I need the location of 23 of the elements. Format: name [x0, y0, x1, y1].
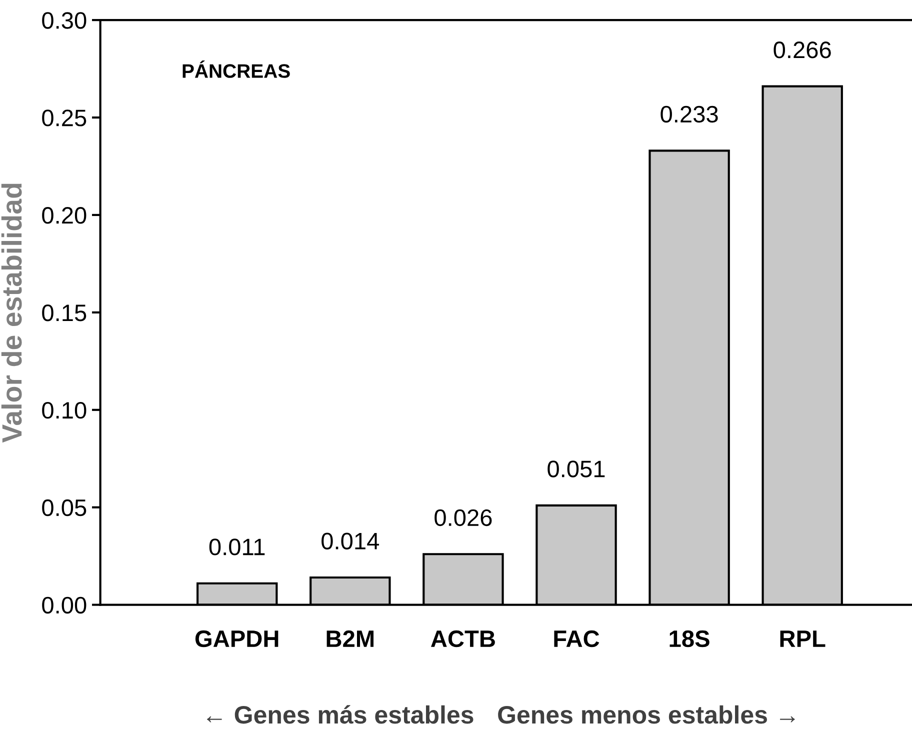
y-tick-label: 0.20: [42, 207, 86, 224]
annotation: PÁNCREAS: [182, 60, 290, 78]
data-label: 0.233: [660, 106, 718, 123]
text: Genes menos estables →: [498, 705, 795, 724]
x-tick-label: 18S: [670, 630, 710, 648]
data-label: 0.266: [774, 42, 831, 58]
x-tick-label: ACTB: [431, 630, 495, 648]
y-tick-label: 0.10: [42, 402, 86, 419]
y-tick-label: 0.30: [42, 12, 86, 29]
y-axis-title: Valor de estabilidad: [1, 184, 22, 443]
y-tick-label: 0.25: [42, 110, 86, 126]
data-label: 0.051: [548, 460, 605, 478]
y-tick-label: 0.00: [42, 596, 86, 614]
text: ← Genes más estables: [207, 705, 474, 724]
y-tick-label: 0.05: [42, 499, 86, 516]
x-tick-label: FAC: [554, 630, 600, 648]
data-label: 0.026: [434, 509, 492, 526]
data-label: 0.011: [209, 538, 265, 556]
x-tick-label: GAPDH: [195, 630, 278, 648]
y-tick-label: 0.15: [42, 304, 86, 322]
x-tick-label: B2M: [326, 630, 374, 647]
data-label: 0.014: [322, 532, 380, 550]
x-tick-label: RPL: [780, 630, 826, 647]
